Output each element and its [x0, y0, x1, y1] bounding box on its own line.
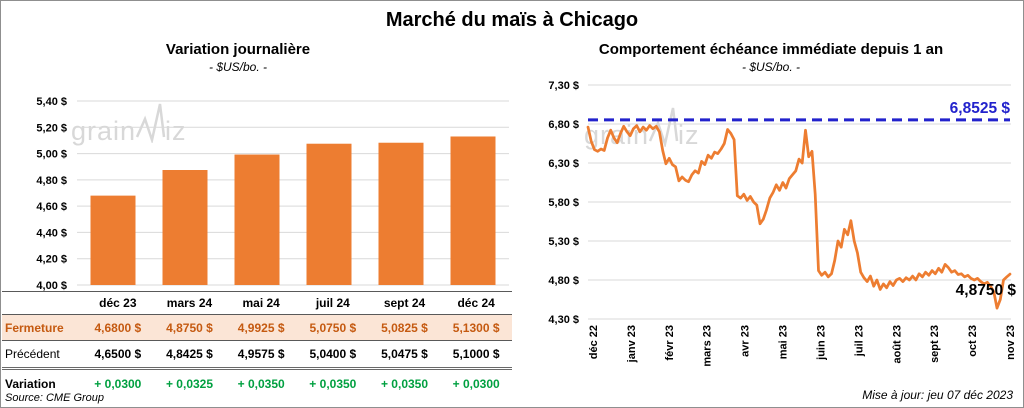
value-cell: 5,0750 $ [309, 320, 357, 335]
x-tick-label: févr 23 [664, 325, 676, 360]
bar-chart-title: Variation journalière [165, 41, 311, 58]
x-tick-label: nov 23 [1005, 325, 1017, 360]
x-tick-label: mars 23 [702, 325, 714, 367]
row-label: Variation [5, 376, 56, 391]
y-tick-label: 4,60 $ [36, 201, 67, 213]
y-tick-label: 5,80 $ [548, 197, 579, 209]
watermark-text-left-2: iz [165, 116, 187, 147]
y-tick-label: 4,00 $ [36, 280, 67, 291]
x-tick-label: déc 22 [588, 325, 600, 359]
month-header-cell: mai 24 [242, 296, 280, 310]
value-cell: 4,6500 $ [94, 347, 142, 361]
bar-chart-subtitle: - $US/bo. - [208, 60, 268, 74]
bar [378, 142, 424, 285]
value-cell: 5,0475 $ [381, 347, 428, 361]
y-tick-label: 4,20 $ [36, 254, 67, 266]
source-note: Source: CME Group [5, 392, 105, 404]
value-cell: + 0,0325 [165, 376, 214, 391]
row-label: Précédent [5, 347, 60, 361]
y-tick-label: 5,30 $ [548, 236, 579, 248]
table-row-previous: Précédent 4,6500 $ 4,8425 $ 4,9575 $ 5,0400 … [2, 341, 512, 370]
bar-chart-header: Variation journalière - $US/bo. - [1, 41, 475, 74]
watermark-text-right-2: iz [678, 120, 700, 151]
value-cell: 5,1000 $ [452, 347, 500, 361]
y-tick-label: 5,00 $ [36, 149, 67, 161]
value-cell: + 0,0300 [452, 376, 500, 391]
month-header-cell: mars 24 [166, 296, 213, 310]
x-tick-label: août 23 [891, 325, 903, 364]
price-series-line [586, 124, 1012, 310]
x-tick-label: juin 23 [815, 325, 827, 361]
last-value-label: 4,8750 $ [956, 282, 1017, 299]
value-cell: 4,8750 $ [166, 320, 213, 335]
y-tick-label: 4,40 $ [36, 227, 67, 239]
page-title: Marché du maïs à Chicago [385, 9, 639, 31]
value-cell: 4,6800 $ [94, 320, 142, 335]
x-tick-label: mai 23 [778, 325, 790, 359]
reference-line-label: 6,8525 $ [950, 100, 1011, 117]
grainwiz-watermark: grain iz [71, 101, 187, 147]
y-tick-label: 5,20 $ [36, 122, 67, 134]
table-header-row: déc 23 mars 24 mai 24 juil 24 sept 24 déc 24 [2, 291, 512, 314]
watermark-text-left-1: grain [71, 116, 137, 147]
x-tick-label: janv 23 [626, 325, 638, 363]
bar [162, 170, 208, 285]
value-cell: 4,9925 $ [237, 320, 285, 335]
y-tick-label: 6,80 $ [548, 119, 579, 131]
bar [90, 195, 136, 285]
value-cell: 4,9575 $ [237, 347, 285, 361]
bar [450, 136, 496, 285]
bar [306, 143, 352, 285]
table-row-close: Fermeture 4,6800 $ 4,8750 $ 4,9925 $ 5,0750 … [2, 314, 512, 341]
front-month-line-chart: 7,30 $ 6,80 $ 6,30 $ 5,80 $ 5,30 $ 4,80 $ 4,30… [548, 81, 1017, 367]
line-chart-header: Comportement échéance immédiate depuis 1… [521, 41, 1021, 74]
value-cell: 4,8425 $ [166, 347, 213, 361]
y-tick-label: 5,40 $ [36, 96, 67, 108]
value-cell: + 0,0300 [94, 376, 142, 391]
bar [234, 154, 280, 285]
y-tick-label: 6,30 $ [548, 158, 579, 170]
price-table: déc 23 mars 24 mai 24 juil 24 sept 24 déc 24 F… [2, 291, 512, 397]
x-tick-label: sept 23 [929, 325, 941, 363]
month-header-cell: juil 24 [315, 296, 350, 310]
value-cell: + 0,0350 [309, 376, 357, 391]
value-cell: + 0,0350 [237, 376, 285, 391]
row-label: Fermeture [5, 320, 64, 335]
table-row-variation: Variation + 0,0300 + 0,0325 + 0,0350 + 0,035… [2, 370, 512, 397]
update-note: Mise à jour: jeu 07 déc 2023 [862, 388, 1013, 402]
watermark-zigzag-icon [135, 103, 166, 143]
y-tick-label: 4,80 $ [548, 275, 579, 287]
x-tick-label: oct 23 [967, 325, 979, 357]
month-header-cell: déc 23 [99, 296, 137, 310]
month-header-cell: sept 24 [383, 296, 426, 310]
x-tick-label: juil 23 [853, 325, 865, 357]
value-cell: 5,1300 $ [452, 320, 500, 335]
y-tick-label: 4,80 $ [36, 175, 67, 187]
y-tick-label: 7,30 $ [548, 81, 579, 92]
daily-variation-bar-chart: 5,40 $ 5,20 $ 5,00 $ 4,80 $ 4,60 $ 4,40 $ 4,20… [36, 96, 509, 291]
y-tick-label: 4,30 $ [548, 314, 579, 326]
line-chart-title: Comportement échéance immédiate depuis 1… [598, 41, 944, 58]
line-chart-subtitle: - $US/bo. - [741, 60, 801, 74]
value-cell: 5,0825 $ [381, 320, 428, 335]
x-tick-label: avr 23 [740, 325, 752, 357]
month-header-cell: déc 24 [457, 296, 495, 310]
value-cell: + 0,0350 [380, 376, 429, 391]
value-cell: 5,0400 $ [309, 347, 357, 361]
